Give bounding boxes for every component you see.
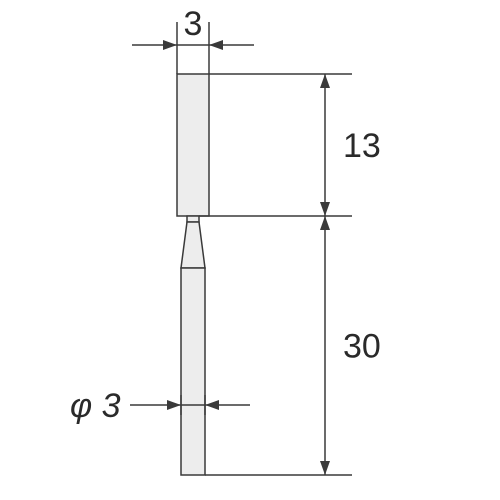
arrow-13-bottom bbox=[320, 202, 330, 216]
dim-value-phi: φ 3 bbox=[70, 387, 121, 425]
taper bbox=[181, 222, 205, 268]
shank bbox=[181, 268, 205, 475]
dim-value-lower: 30 bbox=[343, 328, 381, 366]
arrow-13-top bbox=[320, 74, 330, 88]
arrow-phi-left bbox=[167, 400, 181, 410]
dim-value-top: 3 bbox=[184, 5, 203, 43]
arrow-phi-right bbox=[205, 400, 219, 410]
dim-value-upper: 13 bbox=[343, 127, 381, 165]
arrow-30-bottom bbox=[320, 461, 330, 475]
dimension-drawing: 3 13 30 φ 3 bbox=[0, 0, 500, 500]
arrow-30-top bbox=[320, 216, 330, 230]
arrow-top-left bbox=[163, 40, 177, 50]
head-cylinder bbox=[177, 74, 209, 216]
neck bbox=[187, 216, 199, 222]
arrow-top-right bbox=[209, 40, 223, 50]
